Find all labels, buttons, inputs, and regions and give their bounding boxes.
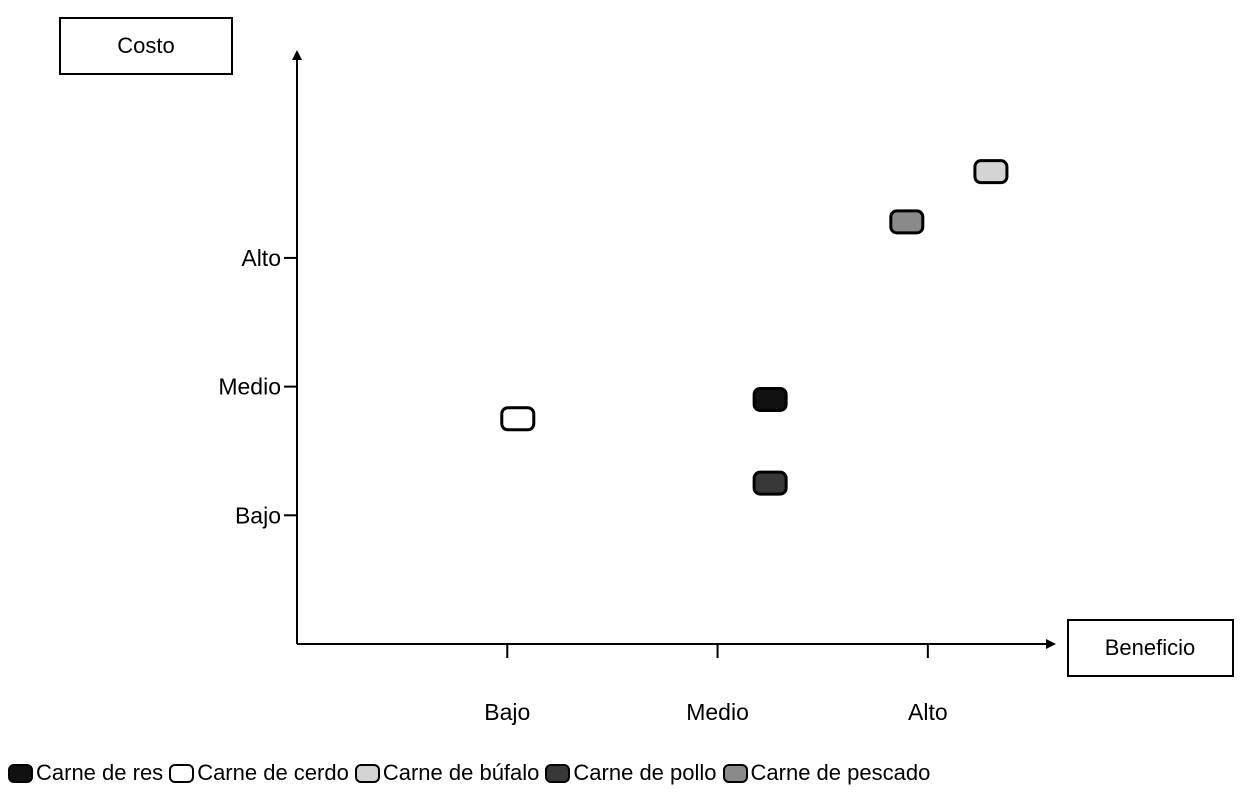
- legend-label: Carne de pollo: [573, 760, 717, 785]
- legend-item: Carne de búfalo: [354, 760, 540, 786]
- legend-swatch: [722, 763, 748, 783]
- legend-label: Carne de res: [36, 760, 164, 785]
- legend-swatch: [8, 763, 33, 783]
- y-tick-label: Alto: [241, 245, 281, 271]
- x-tick-label: Medio: [686, 699, 749, 725]
- scatter-point: [973, 159, 1009, 185]
- y-tick-label: Bajo: [235, 502, 281, 528]
- legend: Carne de res Carne de cerdo Carne de búfal…: [8, 756, 1238, 790]
- data-points: [500, 159, 1009, 496]
- scatter-point: [889, 209, 925, 235]
- legend-item: Carne de cerdo: [169, 760, 349, 786]
- legend-swatch: [354, 763, 380, 783]
- scatter-point: [752, 386, 788, 412]
- legend-swatch: [169, 763, 195, 783]
- y-axis-label: Costo: [117, 33, 174, 58]
- y-ticks: Bajo Medio Alto: [218, 245, 297, 528]
- x-tick-label: Alto: [908, 699, 948, 725]
- legend-label: Carne de búfalo: [382, 760, 540, 785]
- legend-label: Carne de pescado: [750, 760, 931, 785]
- legend-item: Carne de res: [8, 760, 163, 786]
- x-axis-label-box: Beneficio: [1067, 619, 1234, 677]
- y-axis-label-box: Costo: [59, 17, 233, 75]
- legend-item: Carne de pollo: [545, 760, 717, 786]
- x-axis-label: Beneficio: [1105, 635, 1196, 660]
- legend-label: Carne de cerdo: [197, 760, 349, 785]
- scatter-point: [752, 470, 788, 496]
- x-ticks: Bajo Medio Alto: [484, 644, 948, 725]
- y-tick-label: Medio: [218, 374, 281, 400]
- scatter-point: [500, 406, 536, 432]
- x-tick-label: Bajo: [484, 699, 530, 725]
- legend-item: Carne de pescado: [722, 760, 931, 786]
- legend-swatch: [545, 763, 571, 783]
